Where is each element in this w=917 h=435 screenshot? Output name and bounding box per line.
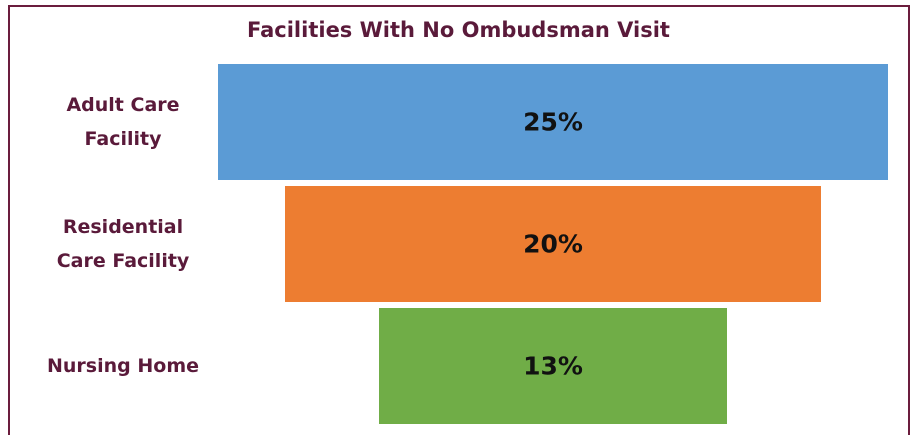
funnel-bar: [218, 64, 888, 180]
category-label: Nursing Home: [47, 355, 199, 377]
chart-title: Facilities With No Ombudsman Visit: [247, 18, 670, 42]
funnel-bar: [285, 186, 821, 302]
frame: [8, 5, 910, 435]
value-label: 20%: [523, 229, 583, 259]
category-label: Adult Care Facility: [66, 94, 180, 150]
category-label: Residential Care Facility: [56, 216, 190, 272]
value-label: 25%: [523, 107, 583, 137]
funnel-bar: [378, 308, 728, 424]
value-label: 13%: [523, 351, 583, 381]
